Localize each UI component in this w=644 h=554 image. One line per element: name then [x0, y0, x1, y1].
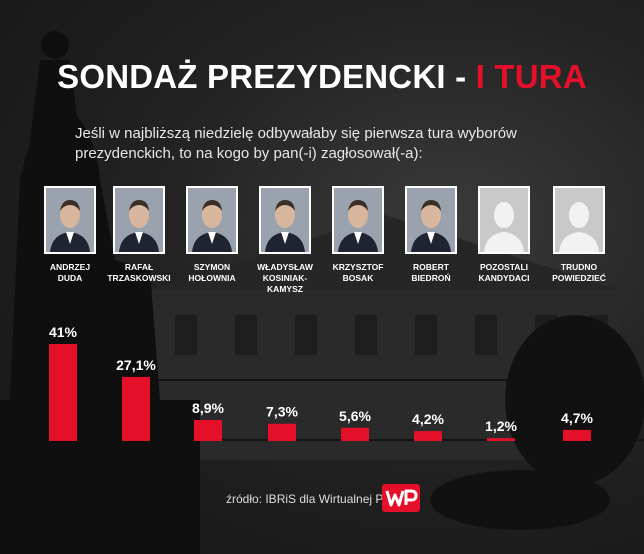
candidate-name: RAFAŁ TRZASKOWSKI — [99, 262, 179, 284]
bar — [414, 431, 442, 441]
candidate-photo — [332, 186, 384, 254]
silhouette-icon — [478, 186, 530, 254]
bar — [122, 376, 150, 441]
bar — [268, 423, 296, 441]
bar — [563, 429, 591, 441]
candidate-last-name: DUDA — [57, 273, 83, 283]
title-main: SONDAŻ PREZYDENCKI - — [57, 58, 476, 95]
candidate-last-name: HOŁOWNIA — [188, 273, 236, 283]
bar — [487, 438, 515, 441]
candidate-name: ANDRZEJ DUDA — [30, 262, 110, 284]
data-label: 41% — [49, 324, 78, 340]
bar — [49, 344, 77, 441]
candidate-photo — [405, 186, 457, 254]
data-label: 27,1% — [116, 357, 156, 373]
data-label: 7,3% — [266, 404, 298, 420]
page-title: SONDAŻ PREZYDENCKI - I TURA — [0, 58, 644, 96]
candidate-first-name: POZOSTALI — [479, 262, 528, 272]
bar — [194, 419, 222, 441]
candidate-name: SZYMON HOŁOWNIA — [172, 262, 252, 284]
survey-question: Jeśli w najbliższą niedzielę odbywałaby … — [75, 125, 517, 162]
data-label: 5,6% — [339, 408, 371, 424]
candidate-photo — [44, 186, 96, 254]
candidate-photo — [113, 186, 165, 254]
candidate-first-name: TRUDNO — [560, 262, 598, 272]
data-label: 1,2% — [485, 418, 517, 434]
candidate-first-name: WŁADYSŁAW — [257, 262, 313, 272]
candidate-last-name: KANDYDACI — [478, 273, 530, 283]
wp-logo — [382, 484, 420, 512]
candidate-first-name: ROBERT — [413, 262, 449, 272]
candidate-photo — [186, 186, 238, 254]
candidate-last-name: BOSAK — [342, 273, 374, 283]
data-label: 4,7% — [561, 410, 593, 426]
candidate-last-name: BIEDROŃ — [411, 273, 451, 283]
title-accent: I TURA — [475, 58, 587, 95]
candidate-photo — [259, 186, 311, 254]
data-label: 8,9% — [192, 400, 224, 416]
candidate-last-name: TRZASKOWSKI — [107, 273, 171, 283]
candidate-name: ROBERT BIEDROŃ — [391, 262, 471, 284]
candidate-first-name: SZYMON — [193, 262, 231, 272]
candidate-last-name: POWIEDZIEĆ — [552, 273, 606, 283]
candidate-first-name: RAFAŁ — [124, 262, 154, 272]
candidate-name: WŁADYSŁAW KOSINIAK-KAMYSZ — [245, 262, 325, 295]
candidate-name: POZOSTALI KANDYDACI — [464, 262, 544, 284]
bar-chart: 41% 27,1% 8,9% 7,3% 5,6% 4,2% 1,2% 4,7% — [49, 324, 594, 441]
candidate-name: TRUDNO POWIEDZIEĆ — [539, 262, 619, 284]
data-label: 4,2% — [412, 411, 444, 427]
source-note: źródło: IBRiS dla Wirtualnej Polski — [226, 492, 408, 506]
bar — [341, 427, 369, 441]
candidate-name: KRZYSZTOF BOSAK — [318, 262, 398, 284]
candidate-first-name: ANDRZEJ — [49, 262, 91, 272]
candidate-first-name: KRZYSZTOF — [332, 262, 384, 272]
candidate-last-name: KOSINIAK-KAMYSZ — [262, 273, 308, 294]
silhouette-icon — [553, 186, 605, 254]
